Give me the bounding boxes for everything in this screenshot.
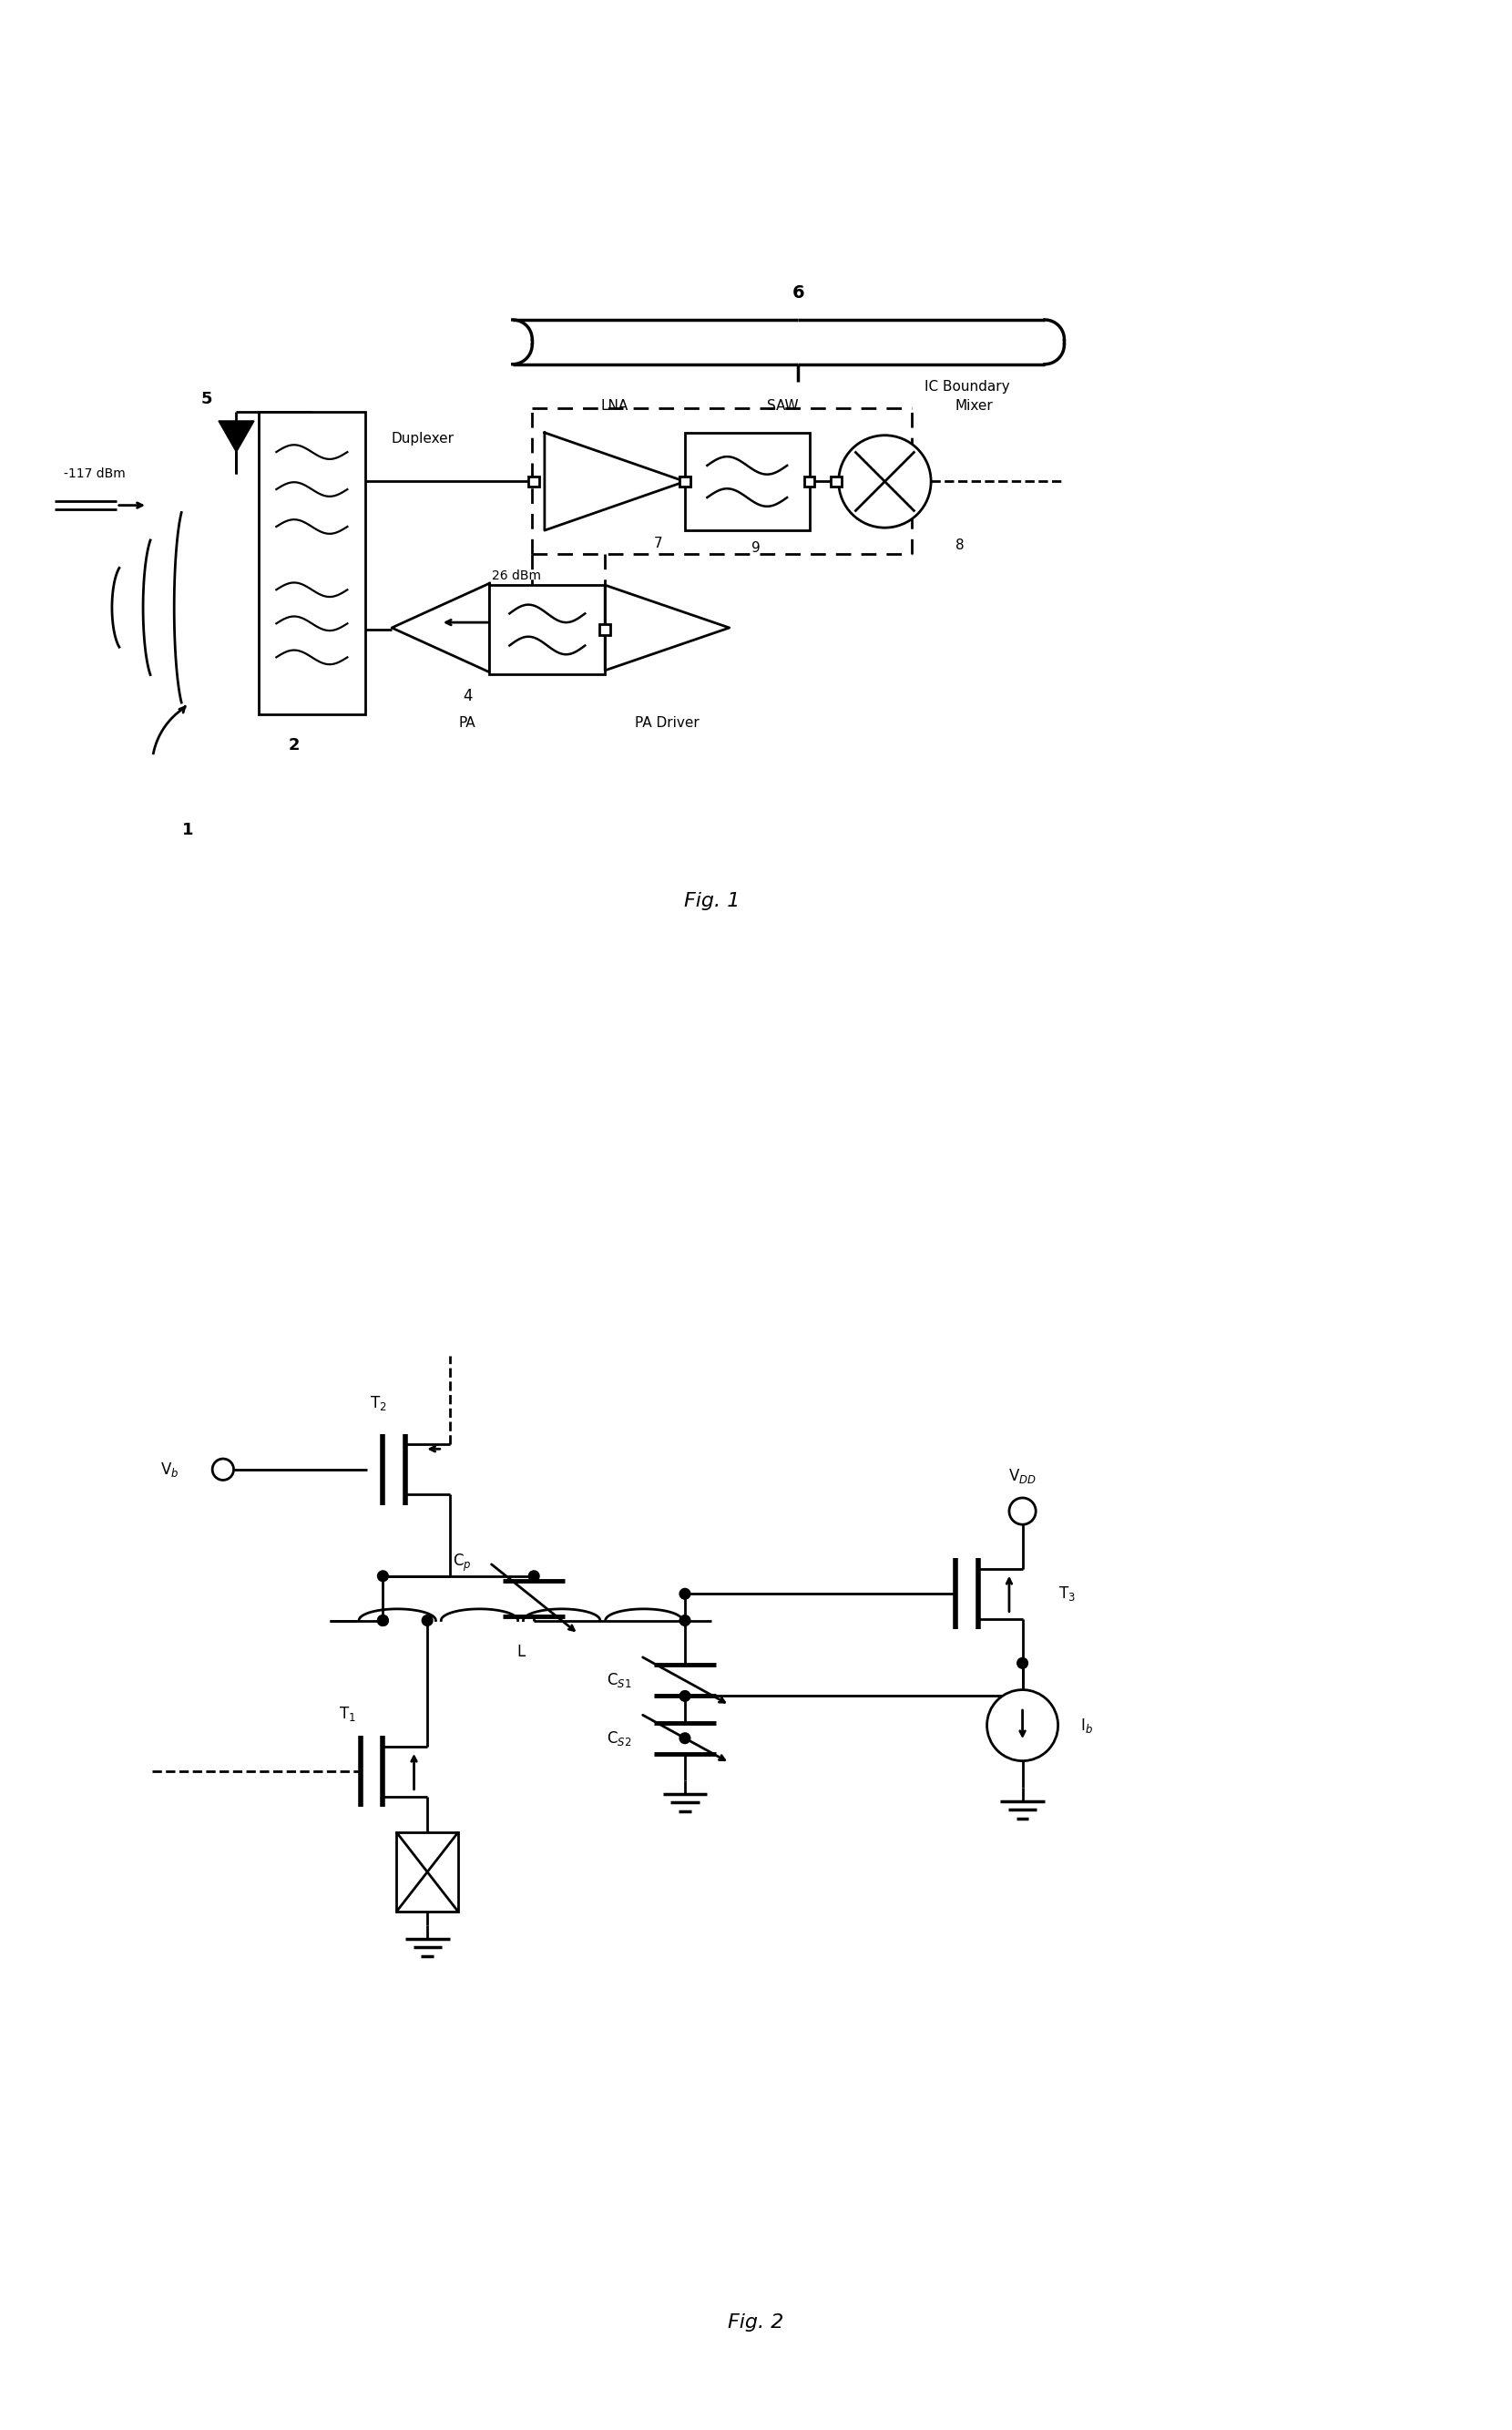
Circle shape [679, 1691, 691, 1701]
Bar [600, 625, 611, 634]
Text: IC Boundary: IC Boundary [925, 379, 1010, 394]
Circle shape [378, 1616, 389, 1626]
Circle shape [679, 1733, 691, 1745]
Circle shape [378, 1616, 389, 1626]
Text: T$_3$: T$_3$ [1058, 1584, 1075, 1604]
Text: C$_p$: C$_p$ [454, 1553, 472, 1572]
Text: C$_{S2}$: C$_{S2}$ [606, 1730, 632, 1747]
Bar [259, 413, 364, 714]
Text: L: L [517, 1643, 525, 1660]
Text: -117 dBm: -117 dBm [64, 469, 125, 481]
Circle shape [1018, 1657, 1028, 1669]
Circle shape [212, 1458, 234, 1480]
Bar [830, 476, 841, 486]
Bar [804, 476, 815, 486]
Text: 1: 1 [181, 821, 194, 838]
Text: PA Driver: PA Driver [635, 717, 700, 729]
Bar [396, 1832, 458, 1912]
Text: 5: 5 [201, 391, 213, 406]
Bar [685, 433, 809, 530]
Text: 4: 4 [463, 688, 472, 705]
Bar [529, 476, 540, 486]
Circle shape [679, 1616, 691, 1626]
Text: T$_2$: T$_2$ [370, 1395, 387, 1412]
Circle shape [529, 1570, 540, 1582]
Text: 26 dBm: 26 dBm [491, 571, 541, 583]
Text: Fig. 2: Fig. 2 [729, 2313, 783, 2330]
Text: Mixer: Mixer [954, 399, 993, 413]
Text: Duplexer: Duplexer [392, 433, 454, 445]
Circle shape [839, 435, 931, 527]
Text: V$_b$: V$_b$ [160, 1460, 178, 1477]
Text: 9: 9 [751, 542, 761, 554]
Circle shape [378, 1570, 389, 1582]
Text: Fig. 1: Fig. 1 [683, 892, 739, 909]
Text: I$_b$: I$_b$ [1080, 1716, 1093, 1735]
Polygon shape [544, 433, 685, 530]
Text: 8: 8 [956, 539, 965, 552]
Circle shape [679, 1589, 691, 1599]
Text: C$_{S1}$: C$_{S1}$ [606, 1672, 632, 1689]
Text: 2: 2 [289, 736, 299, 753]
Bar [679, 476, 691, 486]
Bar [679, 476, 691, 486]
Polygon shape [392, 583, 490, 673]
Text: LNA: LNA [600, 399, 629, 413]
Text: T$_1$: T$_1$ [339, 1706, 355, 1723]
Circle shape [422, 1616, 432, 1626]
Bar [490, 586, 605, 673]
Circle shape [987, 1689, 1058, 1762]
Text: 6: 6 [792, 284, 804, 301]
Polygon shape [219, 420, 254, 452]
Circle shape [1009, 1497, 1036, 1524]
Text: 7: 7 [653, 537, 662, 552]
Text: V$_{DD}$: V$_{DD}$ [1009, 1468, 1037, 1485]
Text: SAW: SAW [767, 399, 798, 413]
Polygon shape [605, 586, 729, 671]
Text: PA: PA [458, 717, 476, 729]
